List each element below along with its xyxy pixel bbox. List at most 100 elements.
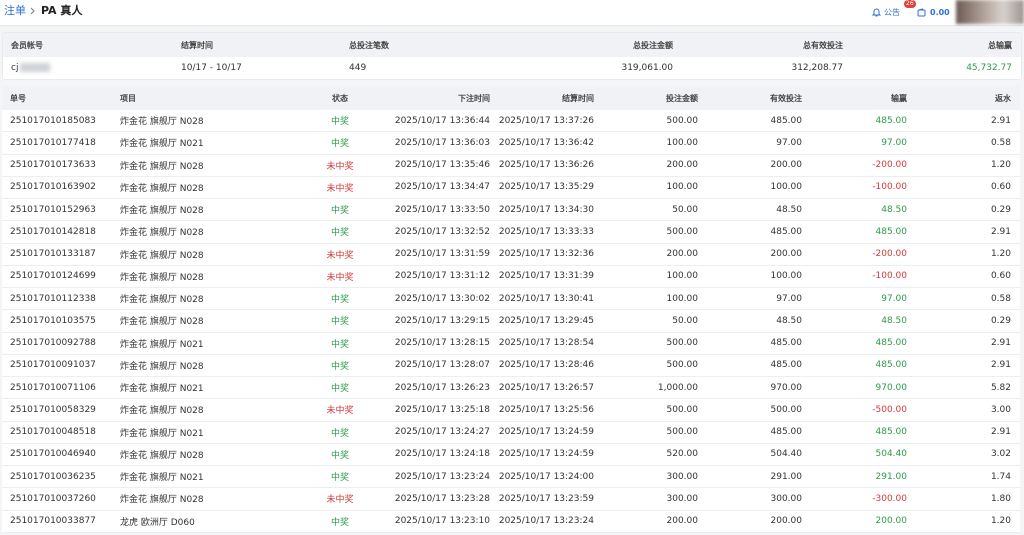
table-cell: 500.00 — [666, 404, 699, 415]
table-cell: 炸金花 旗舰厅 N028 — [120, 228, 204, 239]
table-row: 251017010048518 炸金花 旗舰厅 N021 中奖 2025/10/17 … — [2, 422, 1020, 444]
table-cell: 2025/10/17 13:24:59 — [498, 449, 594, 460]
table-cell: 97.00 — [881, 293, 907, 304]
table-cell: 2025/10/17 13:28:15 — [394, 338, 490, 349]
summary-header-cell: 会员帐号 — [11, 40, 43, 50]
table-cell: 504.40 — [770, 449, 803, 460]
table-cell: 2025/10/17 13:24:18 — [394, 449, 490, 460]
table-cell: 2025/10/17 13:36:42 — [498, 137, 594, 148]
table-cell: 251017010112338 — [10, 293, 96, 304]
table-cell: 251017010037260 — [10, 493, 96, 504]
masked-text — [20, 63, 51, 72]
status-cell: 未中奖 — [326, 406, 354, 417]
table-cell: 2025/10/17 13:31:59 — [394, 249, 490, 260]
table-cell: 2025/10/17 13:25:56 — [498, 404, 594, 415]
table-cell: 251017010152963 — [10, 204, 96, 215]
table-cell: 500.00 — [770, 404, 803, 415]
table-cell: 251017010091037 — [10, 360, 96, 371]
status-cell: 中奖 — [330, 361, 349, 372]
table-cell: 970.00 — [770, 382, 803, 393]
table-cell: 炸金花 旗舰厅 N028 — [120, 206, 204, 217]
table-cell: 2025/10/17 13:24:00 — [498, 471, 594, 482]
table-cell: 251017010103575 — [10, 315, 96, 326]
status-cell: 中奖 — [330, 450, 349, 461]
table-cell: 炸金花 旗舰厅 N028 — [120, 183, 204, 194]
table-cell: 2025/10/17 13:36:26 — [498, 160, 594, 171]
header-cell: 下注时间 — [458, 93, 490, 103]
summary-value: cj — [11, 63, 19, 73]
wallet-button[interactable]: 0.00 — [917, 5, 950, 19]
status-cell: 中奖 — [330, 295, 349, 306]
table-cell: 2025/10/17 13:28:54 — [498, 338, 594, 349]
breadcrumb-link[interactable]: 注单 — [4, 4, 26, 17]
avatar[interactable] — [956, 0, 1024, 24]
header-cell: 投注金额 — [666, 93, 698, 103]
table-cell: 251017010046940 — [10, 449, 96, 460]
table-cell: 97.00 — [881, 137, 907, 148]
summary-card: 会员帐号 结算时间 总投注笔数 总投注金额 总有效投注 总输赢 cj 10/17 - 10/… — [2, 32, 1022, 80]
table-cell: 2025/10/17 13:35:46 — [394, 160, 490, 171]
table-cell: 2025/10/17 13:24:59 — [498, 427, 594, 438]
table-cell: 2025/10/17 13:33:33 — [498, 226, 594, 237]
table-cell: 251017010173633 — [10, 160, 96, 171]
status-cell: 未中奖 — [326, 250, 354, 261]
summary-header: 会员帐号 结算时间 总投注笔数 总投注金额 总有效投注 总输赢 — [3, 33, 1021, 57]
table-cell: 48.50 — [776, 315, 802, 326]
table-cell: 504.40 — [875, 449, 908, 460]
table-row: 251017010142818 炸金花 旗舰厅 N028 中奖 2025/10/17 … — [2, 221, 1020, 244]
table-cell: 2025/10/17 13:34:47 — [394, 182, 490, 193]
table-cell: 2025/10/17 13:34:30 — [498, 204, 594, 215]
status-cell: 中奖 — [330, 117, 349, 128]
summary-cell: 449 — [349, 63, 499, 73]
top-bar: 注单 PA 真人 公告 26 0.00 — [0, 0, 1024, 26]
table-header: 单号 项目 状态 下注时间 结算时间 投注金额 有效投注 输赢 返水 — [2, 86, 1020, 110]
status-cell: 未中奖 — [326, 272, 354, 283]
table-cell: 251017010071106 — [10, 382, 96, 393]
table-cell: 251017010033877 — [10, 516, 96, 527]
table-cell: 485.00 — [770, 427, 803, 438]
table-body: 251017010185083 炸金花 旗舰厅 N028 中奖 2025/10/17 … — [2, 110, 1020, 533]
table-cell: 0.29 — [990, 204, 1011, 215]
table-cell: 炸金花 旗舰厅 N021 — [120, 428, 204, 439]
table-cell: 1.20 — [990, 249, 1011, 260]
wallet-icon — [917, 7, 926, 16]
table-cell: 炸金花 旗舰厅 N028 — [120, 117, 204, 128]
table-cell: 2025/10/17 13:31:39 — [498, 271, 594, 282]
table-cell: 3.00 — [990, 404, 1011, 415]
table-cell: 50.00 — [672, 315, 698, 326]
table-cell: 500.00 — [666, 115, 699, 126]
table-cell: 100.00 — [770, 182, 803, 193]
table-cell: 200.00 — [666, 160, 699, 171]
table-cell: 0.60 — [990, 182, 1011, 193]
table-cell: 炸金花 旗舰厅 N028 — [120, 161, 204, 172]
table-cell: 炸金花 旗舰厅 N028 — [120, 295, 204, 306]
table-cell: 300.00 — [770, 493, 803, 504]
header-cell: 单号 — [10, 93, 26, 103]
notice-button[interactable]: 公告 — [872, 5, 900, 19]
table-cell: 炸金花 旗舰厅 N028 — [120, 250, 204, 261]
table-cell: -100.00 — [872, 271, 907, 282]
table-cell: 2025/10/17 13:29:45 — [498, 315, 594, 326]
table-cell: -500.00 — [872, 404, 907, 415]
table-cell: -200.00 — [872, 160, 907, 171]
table-cell: 2.91 — [990, 360, 1011, 371]
table-cell: 485.00 — [875, 338, 908, 349]
table-cell: 251017010177418 — [10, 137, 96, 148]
table-cell: 3.02 — [990, 449, 1011, 460]
summary-cell: 10/17 - 10/17 — [181, 63, 349, 73]
table-cell: 炸金花 旗舰厅 N021 — [120, 139, 204, 150]
header-cell: 结算时间 — [562, 93, 594, 103]
table-row: 251017010124699 炸金花 旗舰厅 N028 未中奖 2025/10/17… — [2, 266, 1020, 288]
header-cell: 状态 — [332, 93, 348, 103]
table-cell: 5.82 — [990, 382, 1011, 393]
table-cell: 2025/10/17 13:32:52 — [394, 226, 490, 237]
table-cell: 485.00 — [875, 427, 908, 438]
table-cell: 251017010058329 — [10, 404, 96, 415]
table-cell: 2025/10/17 13:23:24 — [394, 471, 490, 482]
table-cell: 251017010048518 — [10, 427, 96, 438]
table-cell: 2.91 — [990, 427, 1011, 438]
table-cell: 251017010092788 — [10, 338, 96, 349]
table-row: 251017010036235 炸金花 旗舰厅 N021 中奖 2025/10/17 … — [2, 466, 1020, 489]
balance: 0.00 — [930, 7, 950, 17]
